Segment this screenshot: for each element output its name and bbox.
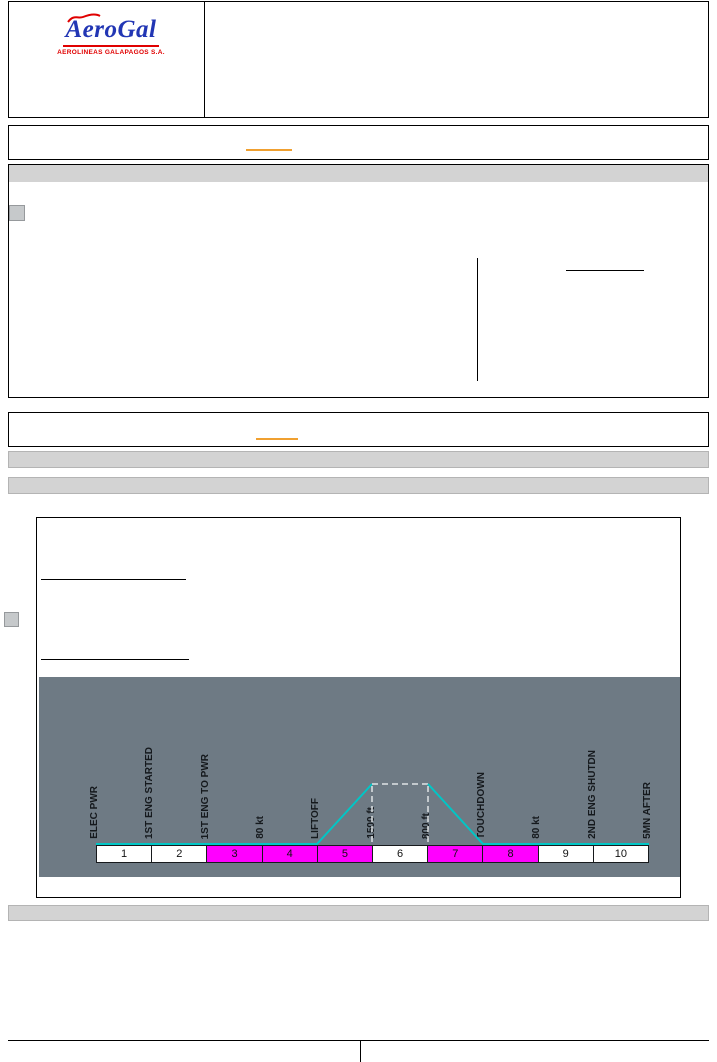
phase-label-800ft: 800 ft — [421, 812, 432, 839]
flight-phase-diagram: ELEC PWR 1ST ENG STARTED 1ST ENG TO PWR … — [39, 677, 680, 877]
phase-label-touchdown: TOUCHDOWN — [476, 771, 487, 839]
phase-label-liftoff: LIFTOFF — [310, 798, 321, 839]
revision-marker-1 — [9, 205, 25, 221]
phase-row: 1 2 3 4 5 6 7 8 9 10 — [96, 845, 650, 863]
content-box: ELEC PWR 1ST ENG STARTED 1ST ENG TO PWR … — [36, 517, 681, 898]
section1-right-underline — [566, 270, 644, 271]
bird-icon — [67, 13, 101, 23]
section2-reference-link[interactable] — [256, 428, 298, 440]
heading-underline-2 — [41, 659, 189, 660]
heading-underline-1 — [41, 579, 186, 580]
section1-body-box — [8, 164, 709, 398]
phase-cell-9: 9 — [537, 845, 594, 863]
phase-cell-2: 2 — [151, 845, 208, 863]
phase-label-2nd-eng-shutdn: 2ND ENG SHUTDN — [587, 750, 598, 839]
phase-cell-7: 7 — [427, 845, 484, 863]
phase-label-1500ft: 1500 ft — [366, 807, 377, 839]
section2-header-bar-2 — [8, 477, 709, 494]
aerogal-logo: AeroGal AEROLINEAS GALAPAGOS S.A. — [37, 10, 185, 56]
section1-title-box — [8, 125, 709, 160]
phase-cell-3: 3 — [206, 845, 263, 863]
section2-header-bar-1 — [8, 451, 709, 468]
section2-title-box — [8, 412, 709, 447]
phase-label-elec-pwr: ELEC PWR — [89, 786, 100, 839]
phase-cell-4: 4 — [261, 845, 318, 863]
phase-cell-5: 5 — [316, 845, 374, 863]
logo-underline — [63, 44, 159, 47]
logo-wordmark: AeroGal — [65, 16, 157, 43]
footer-divider — [8, 1040, 709, 1041]
phase-cell-1: 1 — [96, 845, 153, 863]
section1-column-divider — [477, 258, 478, 381]
header-divider — [204, 2, 205, 117]
section-footer-bar — [8, 905, 709, 921]
phase-cell-6: 6 — [372, 845, 429, 863]
phase-cell-8: 8 — [482, 845, 539, 863]
footer-column-divider — [360, 1040, 361, 1062]
section1-header-bar — [9, 165, 708, 182]
phase-label-80kt-landing: 80 kt — [531, 816, 542, 839]
header-box: AeroGal AEROLINEAS GALAPAGOS S.A. — [8, 1, 709, 118]
section1-reference-link[interactable] — [246, 139, 292, 151]
phase-label-1st-eng-started: 1ST ENG STARTED — [144, 746, 155, 839]
phase-label-80kt-takeoff: 80 kt — [255, 816, 266, 839]
logo-subtitle: AEROLINEAS GALAPAGOS S.A. — [57, 48, 165, 56]
phase-label-5mn-after: 5MN AFTER — [642, 782, 653, 839]
phase-cell-10: 10 — [592, 845, 650, 863]
revision-marker-2 — [4, 612, 19, 627]
phase-label-1st-eng-to-pwr: 1ST ENG TO PWR — [200, 753, 211, 839]
